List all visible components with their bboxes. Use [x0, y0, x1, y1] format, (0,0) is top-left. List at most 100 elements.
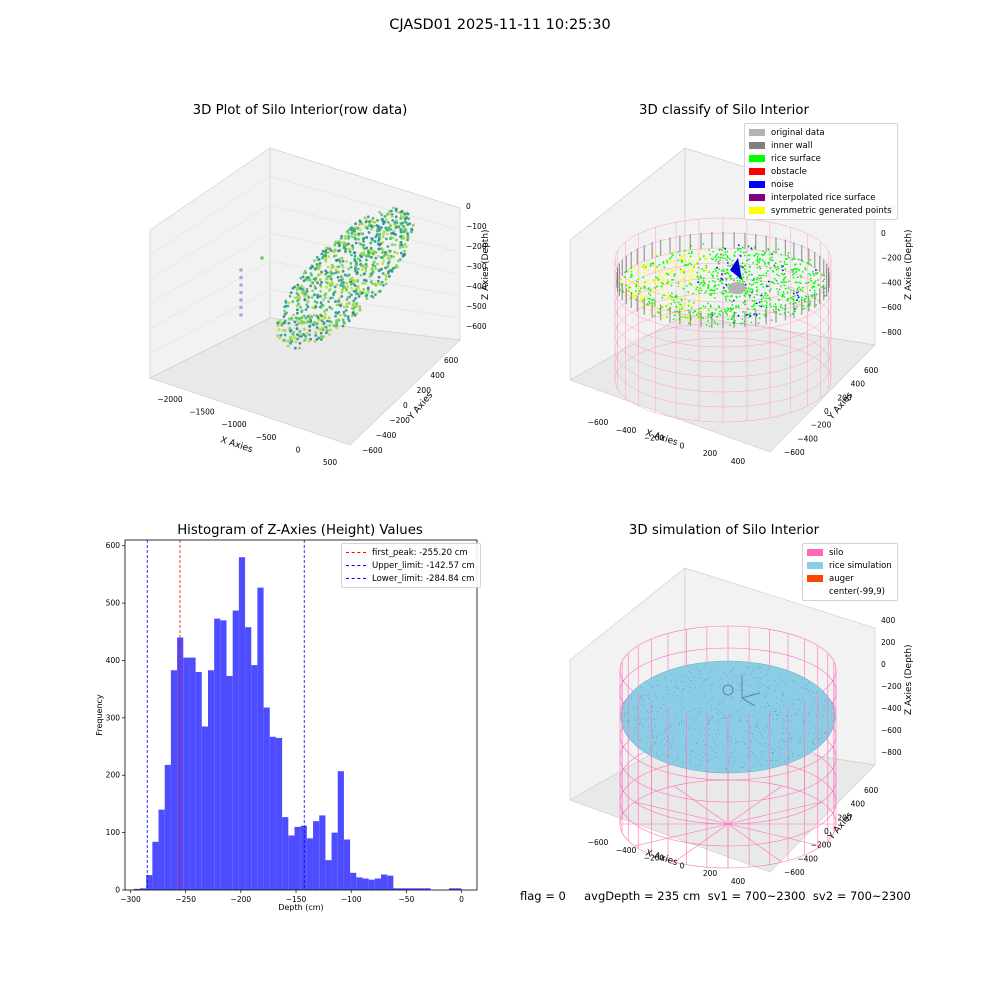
histogram-bar: [313, 821, 320, 890]
classify-y-tick: 200: [837, 393, 852, 402]
classify-z-tick: −400: [881, 278, 902, 287]
legend-item: silo: [807, 546, 892, 559]
histogram-y-tick: 500: [106, 599, 121, 608]
histogram-bar: [133, 888, 141, 890]
histogram-bar: [158, 809, 165, 890]
legend-label: interpolated rice surface: [771, 192, 876, 203]
raw-y-axis-label: Y Axies: [406, 390, 435, 422]
legend-item: interpolated rice surface: [749, 191, 892, 204]
simulation-y-tick: −600: [784, 868, 805, 877]
histogram-bar: [387, 875, 394, 890]
simulation-z-tick: 200: [881, 638, 896, 647]
histogram-bar: [214, 618, 221, 890]
simulation-x-tick: −200: [644, 854, 665, 863]
legend-item: noise: [749, 178, 892, 191]
classify-y-tick: 400: [851, 380, 866, 389]
legend-item: rice surface: [749, 152, 892, 165]
simulation-plot-title: 3D simulation of Silo Interior: [628, 523, 820, 538]
simulation-x-axis-label: X Axies: [644, 848, 679, 868]
classify-y-tick: 0: [824, 407, 829, 416]
histogram-bar: [257, 587, 264, 890]
histogram-y-axis-label: Frequency: [95, 694, 104, 736]
classify-y-tick: 600: [864, 366, 879, 375]
raw-z-tick: −600: [466, 322, 487, 331]
legend-label: first_peak: -255.20 cm: [372, 547, 468, 558]
histogram-bar: [294, 826, 301, 890]
legend-swatch: [807, 575, 823, 582]
simulation-3d-plot: −600 −400 −200 0 200 400 −600 −400 −200 0 200 400 6…: [569, 567, 914, 886]
histogram-bar: [146, 875, 153, 890]
histogram-bar: [381, 874, 388, 890]
simulation-y-tick: 0: [824, 827, 829, 836]
classify-z-tick: −200: [881, 254, 902, 263]
histogram-bar: [269, 736, 276, 890]
simulation-z-tick: −400: [881, 704, 902, 713]
legend-swatch: [749, 129, 765, 136]
histogram-bar: [393, 888, 400, 890]
histogram-y-tick: 300: [106, 713, 121, 722]
legend-item: obstacle: [749, 165, 892, 178]
histogram-frame: [124, 539, 478, 891]
simulation-y-tick: 400: [851, 800, 866, 809]
classify-x-tick: 0: [680, 441, 685, 450]
histogram-y-tick: 0: [115, 886, 120, 895]
status-footer: flag = 0 avgDepth = 235 cm sv1 = 700~230…: [520, 889, 911, 903]
raw-y-tick: 200: [417, 386, 432, 395]
classify-z-tick: −800: [881, 328, 902, 337]
raw-z-tick: −300: [466, 262, 487, 271]
histogram-bar: [164, 764, 171, 890]
histogram-y-tick: 100: [106, 828, 121, 837]
raw-y-tick: −400: [376, 431, 397, 440]
histogram-bar: [288, 835, 295, 890]
legend-label: auger: [829, 573, 854, 584]
raw-z-tick: 0: [466, 202, 471, 211]
simulation-z-tick: 0: [881, 660, 886, 669]
raw-point-cloud: [239, 206, 415, 350]
simulation-z-axis-label: Z Axies (Depth): [904, 644, 914, 715]
legend-swatch: [749, 207, 765, 214]
histogram-bar: [350, 872, 357, 890]
histogram-bar: [195, 671, 202, 890]
raw-x-tick: −2000: [157, 395, 183, 404]
legend-label: rice simulation: [829, 560, 892, 571]
raw-x-tick: −500: [256, 433, 277, 442]
histogram-bar: [418, 888, 425, 890]
simulation-z-tick: 400: [881, 616, 896, 625]
legend-label: obstacle: [771, 166, 807, 177]
classify-x-tick: 200: [703, 449, 718, 458]
histogram-x-axis-label: Depth (cm): [278, 903, 323, 912]
simulation-y-tick: 600: [864, 786, 879, 795]
classify-x-tick: −400: [616, 426, 637, 435]
histogram-bar: [183, 657, 190, 890]
histogram-bar: [170, 670, 178, 890]
legend-label: Upper_limit: -142.57 cm: [372, 560, 475, 571]
raw-y-tick: −200: [389, 416, 410, 425]
classify-x-tick: −600: [588, 418, 609, 427]
classify-3d-plot: −600 −400 −200 0 200 400 −600 −400 −200 0 200 400 6…: [569, 147, 914, 466]
legend-label: original data: [771, 127, 825, 138]
histogram-y-tick: 600: [106, 541, 121, 550]
legend-swatch: [807, 588, 823, 595]
simulation-x-tick: −400: [616, 846, 637, 855]
legend-line: [346, 552, 366, 553]
legend-item: first_peak: -255.20 cm: [346, 546, 475, 559]
histogram-y-tick: 400: [106, 656, 121, 665]
legend-label: silo: [829, 547, 844, 558]
legend-item: Lower_limit: -284.84 cm: [346, 572, 475, 585]
histogram-bar: [251, 665, 258, 890]
legend-swatch: [749, 155, 765, 162]
histogram-bar: [368, 879, 375, 890]
histogram-x-tick: −200: [231, 895, 252, 904]
legend-swatch: [749, 142, 765, 149]
histogram-bar: [399, 888, 406, 890]
legend-label: inner wall: [771, 140, 813, 151]
simulation-x-tick: 200: [703, 869, 718, 878]
histogram-bar: [189, 657, 196, 890]
histogram-bar: [319, 815, 326, 890]
raw-x-tick: 0: [296, 445, 301, 454]
classify-y-tick: −600: [784, 448, 805, 457]
raw-y-tick: −600: [362, 446, 383, 455]
legend-swatch: [749, 181, 765, 188]
legend-label: center(-99,9): [829, 586, 885, 597]
simulation-y-tick: −400: [797, 854, 818, 863]
